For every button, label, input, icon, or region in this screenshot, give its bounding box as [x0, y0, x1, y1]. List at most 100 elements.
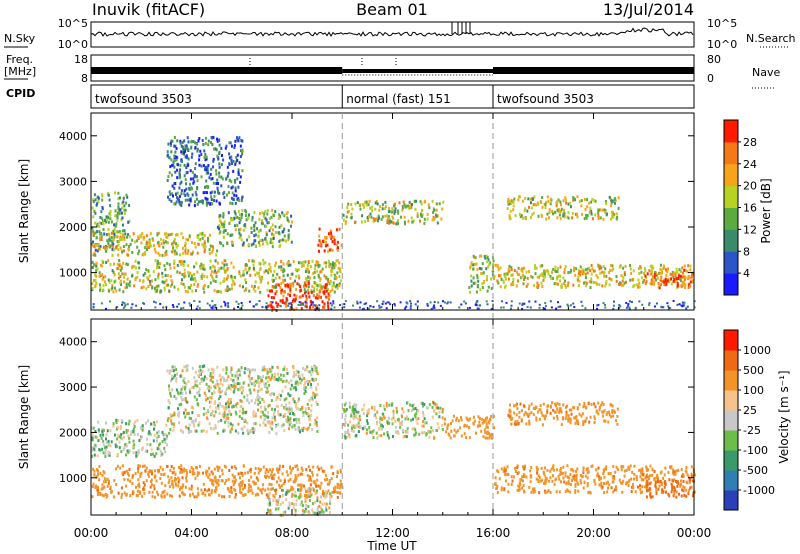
- power-cell: [299, 261, 302, 265]
- power-cell: [167, 233, 170, 237]
- velocity-cell: [96, 454, 99, 458]
- velocity-cell: [406, 427, 409, 431]
- power-cell: [203, 250, 206, 254]
- power-cell: [240, 215, 243, 219]
- power-cell: [211, 202, 214, 206]
- power-cell: [211, 248, 214, 252]
- velocity-cell: [92, 445, 95, 449]
- nsky-tick-bottom: 10^0: [58, 38, 88, 51]
- velocity-cell: [299, 492, 302, 496]
- power-cell: [493, 274, 496, 278]
- power-cell: [218, 267, 221, 271]
- velocity-cell: [363, 403, 366, 407]
- velocity-cell: [516, 407, 519, 411]
- power-cell: [195, 142, 198, 146]
- velocity-cell: [438, 415, 441, 419]
- velocity-cell: [460, 434, 463, 438]
- power-cell: [486, 289, 489, 293]
- power-cell: [527, 197, 530, 201]
- power-cell: [196, 202, 199, 206]
- power-cell: [273, 269, 276, 273]
- velocity-cell: [156, 447, 159, 451]
- velocity-cell: [257, 402, 260, 406]
- power-cell: [676, 270, 679, 274]
- velocity-cell: [263, 384, 266, 388]
- power-cell: [491, 300, 494, 302]
- power-cell: [174, 202, 177, 206]
- power-cell: [321, 300, 324, 304]
- power-cell: [314, 263, 317, 267]
- power-cell: [312, 272, 315, 275]
- power-cell: [115, 214, 118, 218]
- power-cell: [521, 269, 524, 273]
- velocity-cell: [99, 433, 102, 437]
- power-cell: [96, 195, 99, 199]
- power-cell: [281, 300, 284, 304]
- power-cell: [667, 305, 670, 308]
- power-cell: [517, 266, 520, 270]
- power-cell: [113, 232, 116, 236]
- power-cell: [205, 179, 208, 183]
- velocity-cell: [91, 449, 94, 452]
- power-cell: [94, 211, 97, 215]
- velocity-cell: [265, 468, 268, 472]
- velocity-cell: [91, 438, 94, 442]
- velocity-cell: [449, 436, 452, 440]
- power-cell: [485, 267, 488, 271]
- power-cell: [220, 220, 223, 224]
- power-cell: [642, 280, 645, 284]
- velocity-cell: [318, 511, 321, 515]
- velocity-cell: [315, 420, 318, 424]
- power-cell: [551, 210, 554, 213]
- power-cell: [155, 285, 158, 289]
- velocity-cell: [269, 392, 272, 396]
- power-cell: [164, 251, 167, 255]
- velocity-cell: [528, 422, 531, 426]
- power-cell: [333, 284, 336, 288]
- power-cell: [332, 302, 335, 305]
- power-cell: [684, 269, 687, 273]
- power-cell: [690, 275, 693, 279]
- power-cell: [233, 224, 236, 228]
- power-cell: [335, 259, 338, 263]
- power-cell: [683, 268, 686, 272]
- velocity-cell: [304, 390, 307, 394]
- power-cell: [245, 263, 247, 266]
- power-cell: [659, 267, 662, 271]
- velocity-cell: [160, 494, 163, 498]
- power-cell: [180, 158, 183, 162]
- power-cell: [364, 220, 367, 223]
- power-cell: [530, 216, 532, 220]
- velocity-cell: [477, 415, 480, 419]
- velocity-cell: [300, 466, 303, 470]
- velocity-cell: [169, 391, 172, 395]
- power-cell: [578, 279, 581, 283]
- velocity-cell: [181, 468, 184, 472]
- power-cell: [294, 297, 297, 301]
- velocity-cell: [244, 411, 247, 414]
- power-cell: [172, 160, 175, 164]
- velocity-cell: [565, 410, 568, 414]
- velocity-cell: [233, 465, 236, 468]
- velocity-cell: [441, 416, 444, 420]
- velocity-cell: [279, 495, 281, 498]
- velocity-cell: [489, 418, 492, 422]
- power-cell: [512, 277, 515, 281]
- power-cell: [178, 271, 181, 275]
- power-cell: [520, 214, 523, 217]
- power-cell: [323, 261, 326, 265]
- power-cell: [601, 270, 604, 274]
- velocity-cell: [460, 416, 462, 420]
- power-cell: [196, 186, 199, 189]
- power-cell: [387, 210, 390, 214]
- power-cell: [158, 253, 161, 257]
- power-cell: [122, 200, 125, 204]
- power-cell: [681, 275, 684, 279]
- power-cell: [166, 261, 169, 265]
- power-cell: [210, 306, 213, 309]
- velocity-cell: [549, 411, 552, 415]
- power-cell: [218, 171, 221, 175]
- velocity-cell: [168, 485, 171, 489]
- power-ylabel: Slant Range [km]: [17, 159, 31, 263]
- power-cell: [94, 278, 97, 282]
